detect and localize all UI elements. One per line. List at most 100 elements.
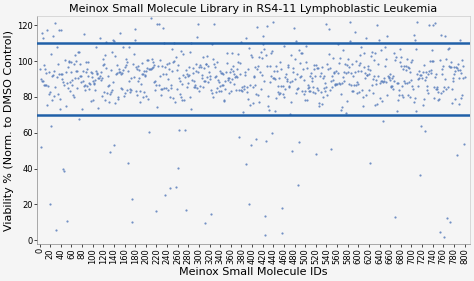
Point bbox=[374, 74, 382, 78]
Point bbox=[152, 83, 160, 87]
Point bbox=[172, 185, 179, 189]
Point bbox=[347, 82, 355, 87]
Point bbox=[195, 65, 203, 69]
Point bbox=[173, 87, 181, 91]
Point bbox=[276, 91, 284, 95]
Point bbox=[233, 67, 241, 71]
Point bbox=[83, 67, 91, 71]
Point bbox=[77, 74, 84, 78]
Point bbox=[94, 76, 102, 81]
Point bbox=[229, 69, 237, 73]
Point bbox=[323, 62, 331, 66]
Point bbox=[275, 92, 283, 97]
Point bbox=[337, 108, 345, 112]
Point bbox=[179, 82, 186, 87]
Point bbox=[103, 40, 110, 44]
Point bbox=[109, 38, 117, 43]
Point bbox=[449, 79, 456, 83]
Point bbox=[310, 67, 318, 71]
Point bbox=[297, 51, 305, 56]
Point bbox=[71, 76, 79, 81]
Point bbox=[304, 83, 312, 87]
Point bbox=[355, 63, 363, 67]
Point bbox=[282, 72, 290, 76]
Point bbox=[326, 66, 334, 70]
Point bbox=[399, 67, 407, 72]
Point bbox=[277, 83, 285, 88]
Point bbox=[452, 69, 459, 73]
Point bbox=[425, 68, 433, 73]
Point bbox=[349, 89, 357, 93]
Point bbox=[301, 78, 308, 83]
Point bbox=[377, 79, 385, 84]
Point bbox=[150, 63, 158, 67]
Point bbox=[330, 71, 337, 75]
Point bbox=[271, 108, 279, 113]
Point bbox=[99, 94, 106, 98]
Point bbox=[176, 79, 184, 83]
Point bbox=[399, 83, 406, 88]
Point bbox=[264, 94, 272, 99]
Point bbox=[52, 227, 60, 232]
Point bbox=[447, 59, 455, 64]
Point bbox=[307, 71, 315, 75]
Point bbox=[395, 88, 402, 92]
Point bbox=[291, 77, 299, 81]
Point bbox=[339, 48, 347, 53]
Point bbox=[37, 144, 45, 149]
Point bbox=[390, 73, 397, 78]
Point bbox=[215, 80, 223, 85]
Point bbox=[419, 70, 426, 74]
Point bbox=[237, 40, 245, 44]
Point bbox=[255, 55, 263, 59]
Point bbox=[231, 71, 238, 76]
Point bbox=[73, 69, 80, 74]
Point bbox=[125, 160, 132, 165]
Point bbox=[236, 61, 244, 65]
Point bbox=[110, 38, 118, 43]
Point bbox=[244, 67, 252, 72]
Point bbox=[201, 78, 208, 83]
Point bbox=[245, 96, 252, 101]
Point bbox=[372, 50, 379, 55]
Point bbox=[367, 53, 375, 58]
Point bbox=[266, 79, 273, 84]
Point bbox=[402, 64, 410, 68]
Point bbox=[132, 89, 140, 93]
Point bbox=[264, 23, 271, 28]
Point bbox=[251, 82, 258, 87]
Point bbox=[112, 101, 119, 105]
Point bbox=[318, 65, 326, 69]
Point bbox=[250, 75, 257, 80]
Point bbox=[277, 67, 284, 71]
Point bbox=[100, 63, 107, 67]
Point bbox=[457, 71, 465, 75]
Point bbox=[421, 78, 429, 82]
Point bbox=[301, 89, 309, 94]
Point bbox=[259, 42, 267, 46]
Point bbox=[206, 77, 213, 81]
Point bbox=[348, 89, 356, 93]
Point bbox=[78, 74, 85, 78]
Point bbox=[270, 69, 278, 73]
Point bbox=[374, 62, 382, 66]
Point bbox=[88, 71, 95, 75]
Point bbox=[192, 61, 200, 66]
Point bbox=[169, 95, 177, 100]
Point bbox=[184, 81, 192, 86]
Point bbox=[383, 79, 390, 84]
Point bbox=[127, 89, 134, 94]
Point bbox=[97, 70, 105, 75]
Point bbox=[111, 54, 119, 58]
Point bbox=[254, 64, 262, 68]
Point bbox=[411, 96, 419, 100]
Point bbox=[295, 48, 303, 52]
Point bbox=[308, 76, 315, 80]
Point bbox=[299, 51, 306, 55]
Point bbox=[258, 56, 266, 60]
Point bbox=[422, 69, 430, 74]
Point bbox=[211, 65, 219, 69]
Point bbox=[105, 100, 113, 105]
Point bbox=[59, 77, 66, 81]
Point bbox=[434, 98, 442, 102]
